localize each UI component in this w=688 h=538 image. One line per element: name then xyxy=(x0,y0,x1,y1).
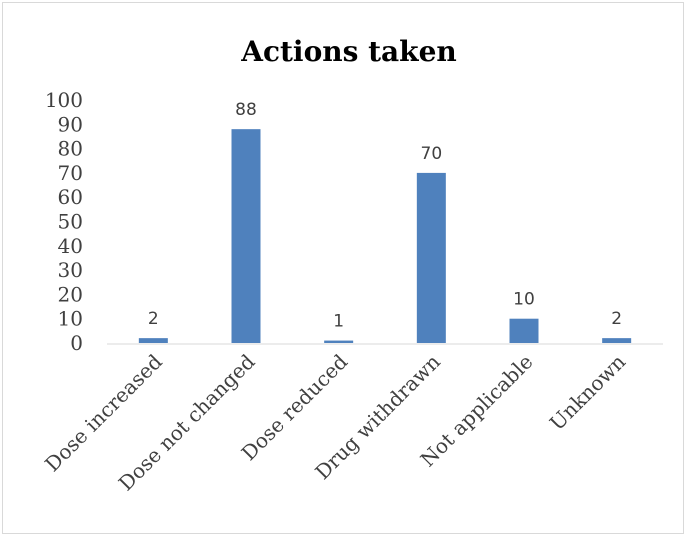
bar xyxy=(138,338,168,343)
y-tick-label: 40 xyxy=(58,234,83,258)
y-tick-label: 0 xyxy=(70,331,83,355)
y-tick-label: 60 xyxy=(58,185,83,209)
y-tick-label: 20 xyxy=(58,282,83,306)
y-tick-label: 10 xyxy=(58,307,83,331)
data-label: 10 xyxy=(513,290,535,310)
bar xyxy=(602,338,632,343)
data-label: 2 xyxy=(611,309,622,329)
y-tick-label: 100 xyxy=(45,88,83,112)
y-tick-label: 90 xyxy=(58,112,83,136)
data-label: 88 xyxy=(235,100,257,120)
y-tick-label: 30 xyxy=(58,258,83,282)
bar xyxy=(231,129,261,343)
bar xyxy=(416,172,446,343)
bar xyxy=(509,318,539,343)
data-label: 70 xyxy=(421,144,443,164)
bar xyxy=(324,340,354,343)
y-tick-label: 50 xyxy=(58,210,83,234)
data-labels: 2 88 1 70 10 2 xyxy=(148,100,622,331)
x-tick-label: Unknown xyxy=(545,349,630,434)
y-tick-label: 70 xyxy=(58,161,83,185)
data-label: 2 xyxy=(148,309,159,329)
y-tick-label: 80 xyxy=(58,137,83,161)
data-label: 1 xyxy=(333,312,344,332)
chart-title: Actions taken xyxy=(240,35,457,68)
bars xyxy=(138,129,632,343)
